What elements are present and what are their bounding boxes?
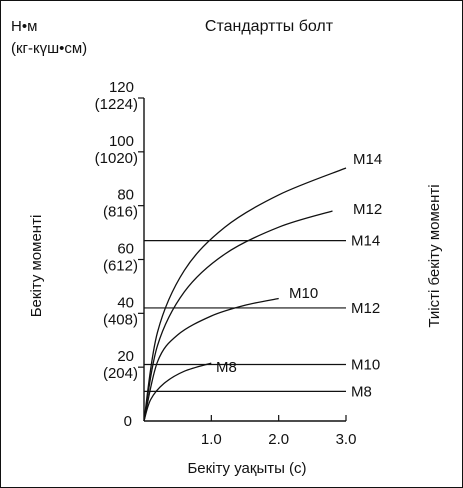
y-tick-sublabel-80: (816) — [103, 204, 138, 221]
reference-label-m10: M10 — [351, 356, 380, 373]
curve-label-m8: M8 — [216, 359, 237, 376]
plot-area: 0 20(204) 40(408) 60(612) 80(816) 100(1020) 12… — [95, 79, 383, 448]
chart-title: Стандартты болт — [205, 18, 334, 35]
y-tick-label-40: 40 — [117, 294, 134, 311]
y-tick-label-80: 80 — [117, 187, 134, 204]
y-axis-title-left: Бекіту моменті — [28, 215, 45, 318]
x-axis-title: Бекіту уақыты (с) — [187, 460, 306, 477]
unit-label-kgf: (кг-күш•см) — [11, 40, 87, 57]
reference-label-m14: M14 — [351, 233, 380, 250]
x-tick-label-2-0: 2.0 — [268, 431, 289, 448]
reference-label-m12: M12 — [351, 300, 380, 317]
x-tick-label-1-0: 1.0 — [201, 431, 222, 448]
reference-label-m8: M8 — [351, 383, 372, 400]
y-tick-sublabel-100: (1020) — [95, 150, 138, 167]
y-tick-sublabel-40: (408) — [103, 311, 138, 328]
y-tick-label-100: 100 — [109, 133, 134, 150]
y-tick-label-120: 120 — [109, 79, 134, 96]
curve-m12 — [143, 210, 333, 422]
unit-label-nm: Н•м — [11, 18, 37, 35]
y-tick-sublabel-20: (204) — [103, 365, 138, 382]
y-tick-label-0: 0 — [124, 413, 132, 430]
y-tick-sublabel-60: (612) — [103, 258, 138, 275]
curve-m14 — [143, 167, 347, 422]
curve-label-m10: M10 — [289, 285, 318, 302]
y-tick-sublabel-120: (1224) — [95, 96, 138, 113]
curve-m8 — [143, 362, 212, 422]
y-tick-label-60: 60 — [117, 241, 134, 258]
y-axis-title-right: Тиісті бекіту моменті — [426, 184, 443, 327]
curve-label-m12: M12 — [353, 201, 382, 218]
curve-label-m14: M14 — [353, 151, 382, 168]
y-tick-label-20: 20 — [117, 348, 134, 365]
x-tick-label-3-0: 3.0 — [336, 431, 357, 448]
curve-m10 — [143, 297, 279, 422]
